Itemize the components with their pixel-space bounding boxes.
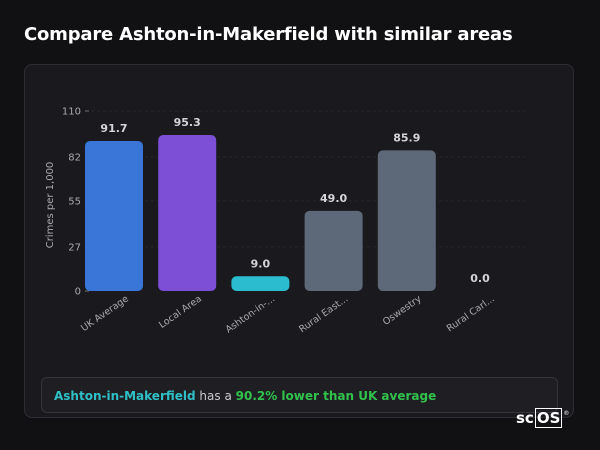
y-axis-label: Crimes per 1,000 (45, 162, 56, 249)
y-tick-label: 110 (62, 107, 81, 118)
y-axis: 0 27 55 82 110 (62, 107, 89, 298)
summary-area-name: Ashton-in-Makerfield (54, 389, 196, 403)
x-tick-label: Oswestry (381, 293, 424, 328)
brand-boxed: OS (534, 408, 563, 428)
x-tick-label: UK Average (79, 293, 131, 334)
brand-logo: sc OS ® (516, 408, 569, 428)
bar[interactable] (158, 135, 217, 291)
comparison-card: 0 27 55 82 110 Crimes per 1,000 91.7 95.3 9.0 4… (24, 64, 574, 418)
y-tick-label: 0 (75, 287, 81, 298)
summary-banner: Ashton-in-Makerfield has a 90.2% lower t… (41, 377, 558, 413)
value-label: 0.0 (470, 272, 490, 285)
brand-registered-mark: ® (563, 410, 570, 417)
x-tick-label: Rural East... (297, 293, 350, 335)
bar[interactable] (85, 140, 143, 291)
value-labels: 91.7 95.3 9.0 49.0 85.9 0.0 (100, 116, 490, 285)
bar[interactable] (304, 210, 363, 291)
y-tick-label: 27 (68, 242, 81, 253)
x-tick-label: Local Area (157, 293, 204, 330)
y-tick-label: 55 (68, 197, 81, 208)
summary-percentage: 90.2% lower than UK average (235, 389, 437, 403)
bar[interactable] (231, 276, 290, 291)
x-tick-label: Ashton-in-... (224, 293, 278, 335)
value-label: 85.9 (393, 131, 420, 144)
page-title: Compare Ashton-in-Makerfield with simila… (24, 24, 513, 45)
value-label: 91.7 (100, 122, 127, 135)
summary-text: has a (195, 389, 236, 403)
bar[interactable] (377, 150, 436, 291)
x-axis: UK Average Local Area Ashton-in-... Rural E… (79, 293, 497, 335)
value-label: 95.3 (174, 116, 201, 129)
value-label: 49.0 (320, 192, 347, 205)
bars (85, 135, 436, 291)
crime-bar-chart: 0 27 55 82 110 Crimes per 1,000 91.7 95.3 9.0 4… (45, 107, 525, 336)
brand-prefix: sc (516, 409, 534, 427)
x-tick-label: Rural Carl... (445, 293, 497, 334)
y-tick-label: 82 (68, 152, 81, 163)
value-label: 9.0 (251, 257, 271, 270)
